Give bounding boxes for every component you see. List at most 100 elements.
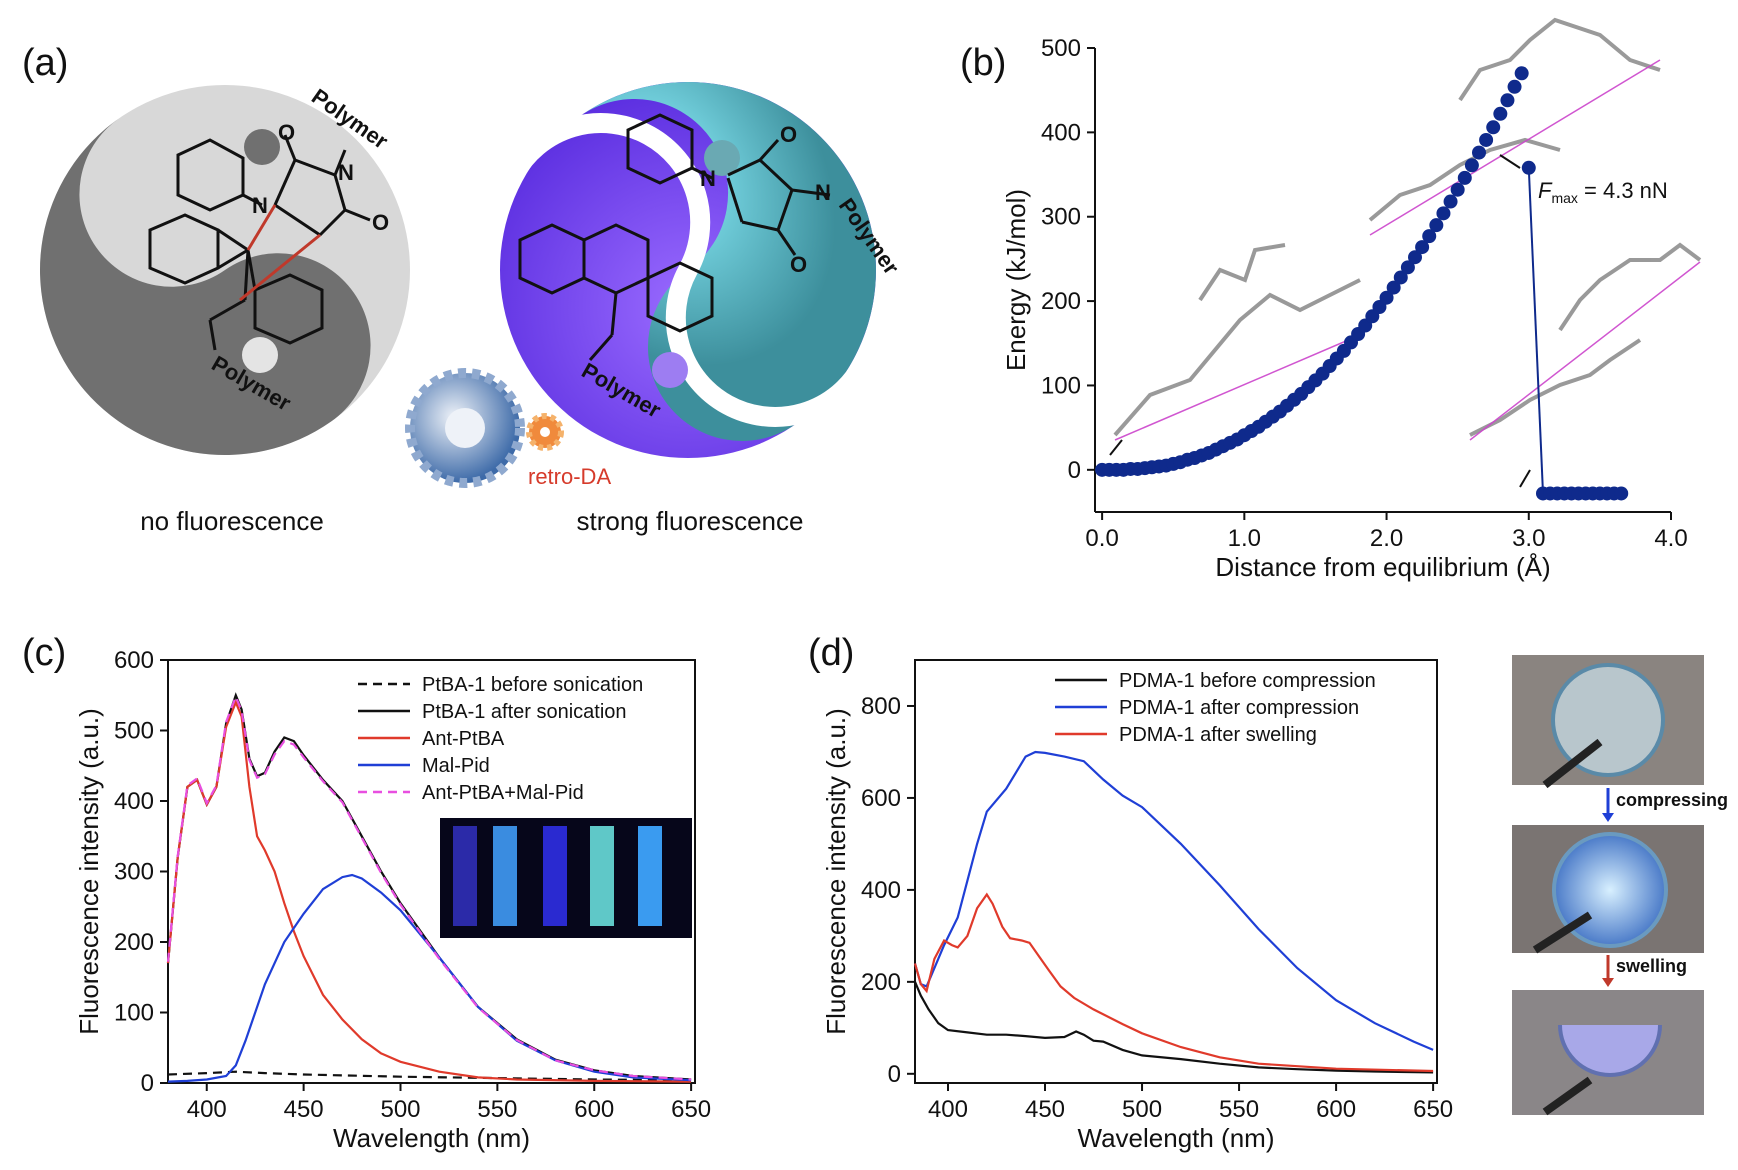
b-point xyxy=(1294,386,1309,401)
b-point xyxy=(1180,452,1195,467)
d-legend-label: PDMA-1 after swelling xyxy=(1119,724,1317,746)
axes-c xyxy=(167,659,696,1084)
d-xlabel: Wavelength (nm) xyxy=(1078,1123,1275,1153)
b-point xyxy=(1344,335,1358,350)
panel-c-label: (c) xyxy=(22,632,67,674)
d-series-0 xyxy=(913,981,1434,1074)
c-legend-label: PtBA-1 after sonication xyxy=(422,701,627,723)
b-point xyxy=(1607,486,1622,501)
d-legend-label: PDMA-1 before compression xyxy=(1119,670,1376,692)
panel-a-label: (a) xyxy=(22,42,69,84)
b-point xyxy=(1315,366,1330,381)
b-ytick-label: 100 xyxy=(1041,372,1081,399)
b-point xyxy=(1237,428,1252,443)
panel-d-label: (d) xyxy=(808,632,855,674)
panel-b-label: (b) xyxy=(960,42,1007,84)
b-point xyxy=(1109,462,1124,477)
b-point xyxy=(1187,451,1202,466)
b-point xyxy=(1479,132,1494,147)
b-point xyxy=(1536,486,1550,501)
fmax-value: = 4.3 nN xyxy=(1578,178,1668,203)
b-point xyxy=(1251,419,1266,434)
photo-swollen xyxy=(1512,990,1704,1116)
b-xtick-label: 3.0 xyxy=(1512,525,1545,552)
b-xlabel: Distance from equilibrium (Å) xyxy=(1215,552,1550,582)
b-point xyxy=(1457,170,1472,185)
c-xtick-label: 500 xyxy=(380,1096,420,1123)
arrow-swell-icon xyxy=(1602,955,1614,987)
b-point xyxy=(1379,290,1394,305)
c-ytick-label: 600 xyxy=(114,647,154,674)
b-point xyxy=(1557,486,1572,501)
b-point xyxy=(1422,229,1437,244)
b-point xyxy=(1308,373,1323,388)
arrow-compress-icon xyxy=(1602,788,1614,822)
b-ytick-label: 300 xyxy=(1041,204,1081,231)
b-point xyxy=(1216,439,1230,454)
b-point xyxy=(1152,459,1166,474)
c-xtick-label: 400 xyxy=(187,1096,227,1123)
b-point xyxy=(1208,442,1223,457)
b-point xyxy=(1166,456,1181,471)
b-point xyxy=(1137,461,1152,476)
c-series-4 xyxy=(166,693,692,1081)
d-series-2 xyxy=(913,892,1434,1073)
b-point xyxy=(1123,461,1138,476)
b-point xyxy=(1351,326,1366,341)
b-point xyxy=(1258,414,1273,429)
d-xtick-label: 450 xyxy=(1025,1096,1065,1123)
d-ytick-label: 400 xyxy=(861,877,901,904)
b-point xyxy=(1472,145,1486,160)
b-ytick-label: 200 xyxy=(1041,288,1081,315)
b-point xyxy=(1514,66,1529,81)
b-point xyxy=(1614,486,1629,501)
axes-d xyxy=(914,659,1438,1084)
b-point xyxy=(1201,445,1216,460)
b-point xyxy=(1280,398,1294,413)
b-point xyxy=(1102,462,1117,477)
fmax-annotation: Fmax = 4.3 nN xyxy=(1538,178,1668,206)
b-point xyxy=(1301,380,1316,395)
b-point xyxy=(1464,158,1479,173)
b-ytick-label: 500 xyxy=(1041,35,1081,62)
c-legend-label: Mal-Pid xyxy=(422,755,490,777)
b-point xyxy=(1543,486,1558,501)
b-xtick-label: 2.0 xyxy=(1370,525,1403,552)
photo-before xyxy=(1512,655,1704,789)
c-series-3 xyxy=(167,873,692,1083)
b-point xyxy=(1194,448,1209,463)
cuvette-photo xyxy=(440,818,692,938)
b-point xyxy=(1130,461,1145,476)
b-point xyxy=(1400,260,1415,275)
n-atom-4: N xyxy=(815,180,831,205)
b-ytick-label: 0 xyxy=(1068,457,1081,484)
d-xtick-label: 550 xyxy=(1219,1096,1259,1123)
b-ylabel: Energy (kJ/mol) xyxy=(1001,189,1031,371)
b-point xyxy=(1429,218,1444,233)
b-point xyxy=(1173,455,1188,470)
c-ylabel: Fluorescence intensity (a.u.) xyxy=(74,708,104,1035)
b-xtick-label: 4.0 xyxy=(1654,525,1687,552)
b-point xyxy=(1436,206,1451,221)
c-series-2 xyxy=(166,699,692,1083)
o-atom-4: O xyxy=(790,252,807,277)
b-point xyxy=(1486,120,1501,135)
b-point xyxy=(1578,486,1593,501)
b-point xyxy=(1358,318,1373,333)
d-series-1 xyxy=(913,750,1434,1051)
o-atom-2: O xyxy=(372,210,389,235)
c-xtick-label: 650 xyxy=(671,1096,711,1123)
b-point xyxy=(1550,486,1565,501)
compressing-label: compressing xyxy=(1616,790,1728,810)
o-atom-3: O xyxy=(780,122,797,147)
b-point xyxy=(1322,359,1337,374)
b-point xyxy=(1116,462,1131,477)
b-point xyxy=(1272,404,1287,419)
d-ytick-label: 200 xyxy=(861,969,901,996)
c-series-1 xyxy=(166,692,692,1081)
b-point xyxy=(1521,160,1536,175)
d-xtick-label: 400 xyxy=(928,1096,968,1123)
b-point xyxy=(1329,351,1344,366)
b-point xyxy=(1564,486,1579,501)
b-ytick-label: 400 xyxy=(1041,119,1081,146)
